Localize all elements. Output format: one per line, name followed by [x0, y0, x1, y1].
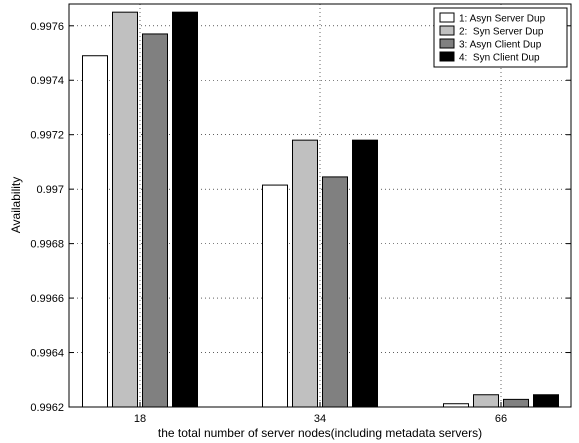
legend-entry-label: 3: Asyn Client Dup: [459, 40, 542, 51]
y-tick-label: 0.9964: [30, 348, 64, 360]
bar-series-1-34: [262, 184, 288, 408]
x-axis-title: the total number of server nodes(includi…: [158, 426, 482, 440]
bar-series-3-66: [503, 398, 529, 408]
legend-entry-label: 1: Asyn Server Dup: [459, 14, 546, 25]
bar-series-4-34: [352, 139, 378, 408]
y-tick-label: 0.997: [36, 184, 64, 196]
bar-series-4-18: [172, 11, 198, 408]
y-tick-label: 0.9974: [30, 75, 64, 87]
bar-series-1-18: [82, 55, 108, 408]
bar-series-2-18: [112, 11, 138, 408]
y-axis-title: Availability: [9, 177, 23, 233]
legend-entry-label: 2: Syn Server Dup: [459, 27, 544, 38]
legend-swatch: [439, 25, 455, 36]
legend-entry-label: 4: Syn Client Dup: [459, 53, 540, 64]
x-tick-label: 34: [314, 413, 326, 425]
y-axis-ticks: 0.9962 0.9964 0.9966 0.9968 0.997 0.9972 0.997…: [30, 21, 571, 414]
legend: 1: Asyn Server Dup 2: Syn Server Dup 3: As…: [433, 7, 568, 68]
legend-swatch: [439, 51, 455, 62]
bars: [82, 11, 559, 408]
bar-series-4-66: [533, 394, 559, 408]
legend-swatch: [439, 12, 455, 23]
bar-series-3-18: [142, 33, 168, 408]
y-tick-label: 0.9972: [30, 130, 64, 142]
bar-series-2-34: [292, 139, 318, 408]
x-axis-ticks: 18 34 66: [134, 402, 507, 425]
x-tick-label: 18: [134, 413, 146, 425]
legend-box: [433, 7, 568, 68]
bar-series-3-34: [322, 176, 348, 408]
y-tick-label: 0.9968: [30, 239, 64, 251]
y-tick-label: 0.9962: [30, 402, 64, 414]
legend-swatch: [439, 38, 455, 49]
x-tick-label: 66: [495, 413, 507, 425]
bar-series-2-66: [473, 394, 499, 408]
y-tick-label: 0.9966: [30, 293, 64, 305]
y-tick-label: 0.9976: [30, 21, 64, 33]
